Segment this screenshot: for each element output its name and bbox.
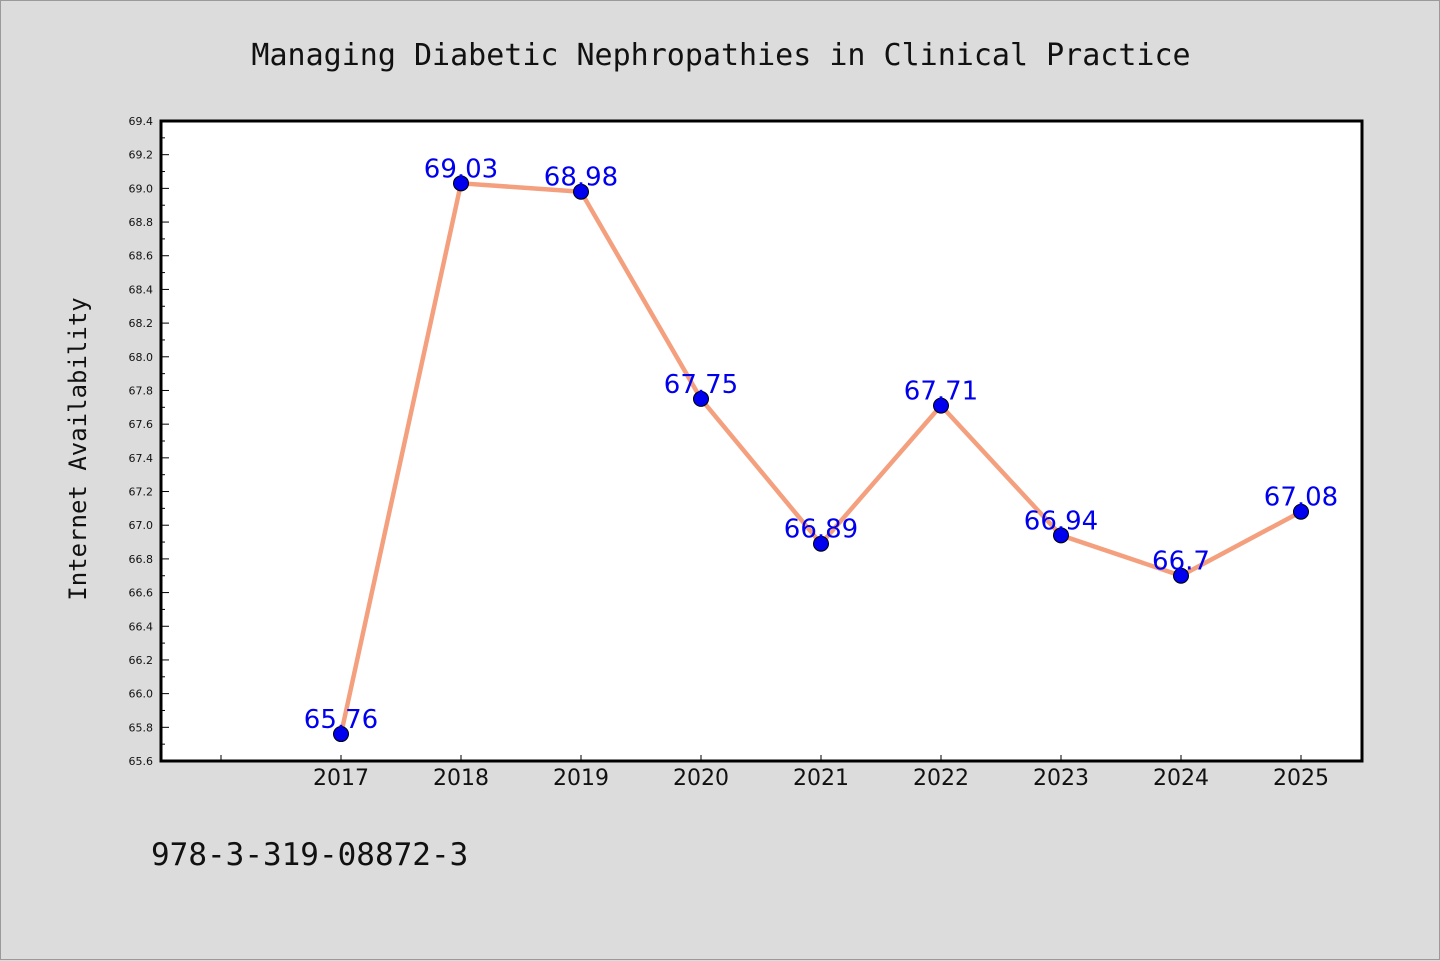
y-tick-label: 66.0 <box>129 688 154 701</box>
x-tick-label: 2019 <box>553 766 609 791</box>
data-label: 66.7 <box>1152 547 1210 577</box>
y-tick-label: 69.2 <box>129 149 154 162</box>
y-tick-label: 68.2 <box>129 317 154 330</box>
data-markers <box>333 175 1309 743</box>
y-tick-label: 67.6 <box>129 418 154 431</box>
x-tick-label: 2021 <box>793 766 849 791</box>
x-tick-label: 2022 <box>913 766 969 791</box>
x-tick-label: 2017 <box>313 766 369 791</box>
plot-border <box>159 119 1364 763</box>
x-tick-label: 2023 <box>1033 766 1089 791</box>
data-label: 69.03 <box>424 154 498 184</box>
y-axis: 65.6 65.8 66.0 66.2 66.4 66.6 66.8 67.0 67.2 67.4… <box>129 115 169 768</box>
data-point <box>933 397 949 414</box>
x-tick-label: 2020 <box>673 766 729 791</box>
data-label: 67.71 <box>904 377 978 407</box>
y-tick-label: 67.8 <box>129 384 154 397</box>
data-label: 65.76 <box>304 705 378 735</box>
x-axis: 2017 2018 2019 2020 2021 2022 2023 2024 2025 <box>220 755 1329 791</box>
data-point <box>813 535 829 552</box>
y-tick-label: 68.0 <box>129 351 154 364</box>
y-tick-label: 65.6 <box>129 755 154 768</box>
x-tick-label: 2024 <box>1153 766 1209 791</box>
y-tick-label: 68.6 <box>129 250 154 263</box>
data-labels: 65.76 69.03 68.98 67.75 66.89 67.71 66.94 66.7 6… <box>304 154 1338 735</box>
plot-area <box>161 121 1362 761</box>
data-point <box>573 183 589 200</box>
data-point <box>693 390 709 407</box>
y-tick-label: 66.6 <box>129 587 154 600</box>
y-tick-label: 68.4 <box>129 283 154 296</box>
y-tick-label: 66.2 <box>129 654 154 667</box>
data-label: 67.75 <box>664 370 738 400</box>
y-tick-label: 67.2 <box>129 486 154 499</box>
data-point <box>1173 567 1189 584</box>
x-tick-label: 2025 <box>1273 766 1329 791</box>
chart-title: Managing Diabetic Nephropathies in Clini… <box>251 38 1190 73</box>
x-tick-label: 2018 <box>433 766 489 791</box>
data-label: 66.89 <box>784 515 858 545</box>
y-tick-label: 68.8 <box>129 216 154 229</box>
y-tick-label: 69.0 <box>129 182 154 195</box>
data-label: 67.08 <box>1264 483 1338 513</box>
data-point <box>453 175 469 192</box>
y-tick-label: 67.4 <box>129 452 154 465</box>
y-tick-label: 66.8 <box>129 553 154 566</box>
data-point <box>1053 527 1069 544</box>
data-point <box>1293 503 1309 520</box>
y-axis-label: Internet Availability <box>64 297 92 600</box>
y-tick-label: 66.4 <box>129 620 154 633</box>
data-point <box>333 726 349 743</box>
y-tick-label: 65.8 <box>129 721 154 734</box>
y-tick-label: 67.0 <box>129 519 154 532</box>
data-label: 68.98 <box>544 163 618 193</box>
y-tick-label: 69.4 <box>129 115 154 128</box>
data-label: 66.94 <box>1024 506 1098 536</box>
isbn-footer: 978-3-319-08872-3 <box>151 837 468 873</box>
